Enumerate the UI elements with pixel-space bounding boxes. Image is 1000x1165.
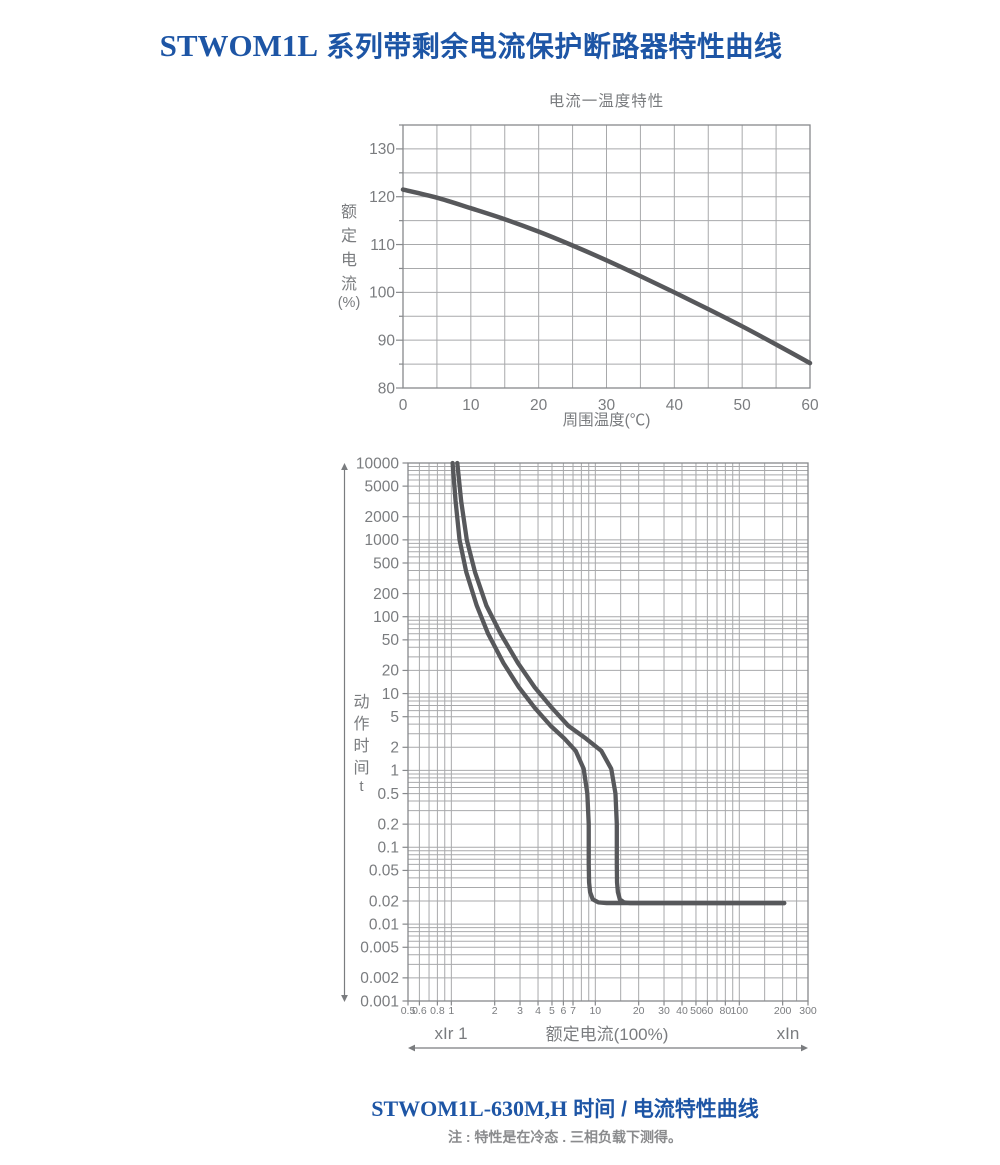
axis-tick-label: 0.5 [377,786,399,803]
axis-tick-label: 0.2 [377,816,399,833]
chart1-ylabel: 电 [341,251,357,269]
axis-tick-label: 2 [492,1005,498,1017]
trip-curve-M [450,460,787,906]
axis-tick-label: 30 [658,1005,670,1017]
axis-tick-label: 20 [382,663,400,680]
axis-tick-label: 4 [535,1005,541,1017]
chart2-ylabel: 作 [353,715,369,733]
time-current-chart: 100005000200010005002001005020105210.50.… [341,455,817,1052]
axis-tick-label: 50 [690,1005,702,1017]
chart2-ylabel-suffix: t [359,778,364,795]
axis-tick-label: 100 [731,1005,749,1017]
axis-tick-label: 10 [462,397,480,414]
axis-tick-label: 5 [390,709,399,726]
axis-tick-label: 0.005 [360,940,399,957]
footer-title: STWOM1L-630M,H 时间 / 电流特性曲线 [125,1093,1000,1123]
axis-tick-label: 10000 [356,455,399,472]
axis-tick-label: 60 [702,1005,714,1017]
axis-tick-label: 0 [399,397,408,414]
arrowhead [801,1044,808,1052]
chart1-ylabel: 流 [341,275,357,293]
axis-tick-label: 3 [517,1005,523,1017]
axis-tick-label: 110 [370,237,395,254]
axis-tick-label: 100 [373,609,399,626]
chart1-ylabel: 额 [341,203,357,221]
axis-tick-label: 0.001 [360,993,399,1010]
log-grid [407,462,809,1002]
axis-tick-label: 2 [390,740,399,757]
footer-note: 注 : 特性是在冷态 . 三相负载下测得。 [447,1129,683,1145]
page-title: STWOM1L 系列带剩余电流保护断路器特性曲线 [0,25,942,65]
footer-title-text: 时间 / 电流特性曲线 [567,1098,759,1121]
axis-tick-label: 0.05 [369,863,399,880]
annotation-rated-current: 额定电流(100%) [546,1025,669,1044]
chart2-ylabel: 时 [353,737,369,755]
axis-tick-label: 1 [390,763,399,780]
axis-tick-label: 0.02 [369,893,399,910]
page-title-text: 系列带剩余电流保护断路器特性曲线 [318,31,783,62]
x-axis-annotation [408,1044,808,1052]
axis-tick-label: 10 [382,686,400,703]
plot-border [407,462,809,1002]
axis-tick-label: 0.002 [360,970,399,987]
axis-tick-label: 40 [666,397,684,414]
axis-tick-label: 80 [720,1005,732,1017]
axis-tick-label: 1000 [365,532,400,549]
axis-tick-label: 80 [378,380,396,397]
plot-border [402,124,811,389]
axis-tick-label: 30 [598,397,616,414]
axis-tick-label: 0.6 [412,1005,427,1017]
axis-tick-label: 20 [530,397,548,414]
axis-tick-label: 50 [382,632,400,649]
axis-tick-label: 5000 [365,478,400,495]
chart1-ylabel-suffix: (%) [338,295,361,311]
chart1-title: 电流一温度特性 [549,92,665,110]
axis-tick-label: 7 [570,1005,576,1017]
axis-tick-label: 100 [369,285,395,302]
axis-tick-label: 40 [676,1005,688,1017]
y-ticks [396,124,403,389]
axis-tick-label: 0.1 [377,840,399,857]
footer-title-model: STWOM1L-630M,H [371,1096,568,1121]
annotation-xir: xIr 1 [434,1024,467,1043]
axis-tick-label: 5 [549,1005,555,1017]
page-title-model: STWOM1L [159,28,319,63]
arrowhead [408,1044,415,1052]
trip-curve-H [455,460,787,906]
axis-tick-label: 1 [448,1005,454,1017]
axis-tick-label: 20 [633,1005,645,1017]
axis-tick-label: 2000 [365,509,400,526]
axis-tick-label: 200 [373,586,399,603]
axis-tick-label: 0.5 [401,1005,416,1017]
axis-tick-label: 60 [801,397,819,414]
annotation-xin: xIn [777,1024,800,1043]
axis-tick-label: 130 [369,141,395,158]
axis-tick-label: 10 [589,1005,601,1017]
temperature-derating-curve [400,187,813,366]
axis-tick-label: 200 [774,1005,792,1017]
ticks [402,462,809,1006]
y-axis-arrow [341,463,348,1002]
chart1-ylabel: 定 [341,227,357,245]
grid [402,124,811,389]
axis-tick-label: 0.8 [430,1005,445,1017]
axis-tick-label: 300 [799,1005,817,1017]
current-temperature-chart: 电流一温度特性 0 10 20 30 40 50 60 80 90 100 110 120 130 周围温度… [338,92,819,429]
axis-tick-label: 0.01 [369,916,399,933]
axis-tick-label: 120 [369,189,395,206]
chart2-ylabel: 动 [353,693,369,711]
chart1-xlabel: 周围温度(℃) [563,411,651,429]
axis-tick-label: 50 [734,397,752,414]
arrowhead [341,995,348,1002]
axis-tick-label: 6 [560,1005,566,1017]
axis-tick-label: 90 [378,332,396,349]
chart2-ylabel: 间 [353,759,369,777]
arrowhead [341,463,348,470]
axis-tick-label: 500 [373,555,399,572]
